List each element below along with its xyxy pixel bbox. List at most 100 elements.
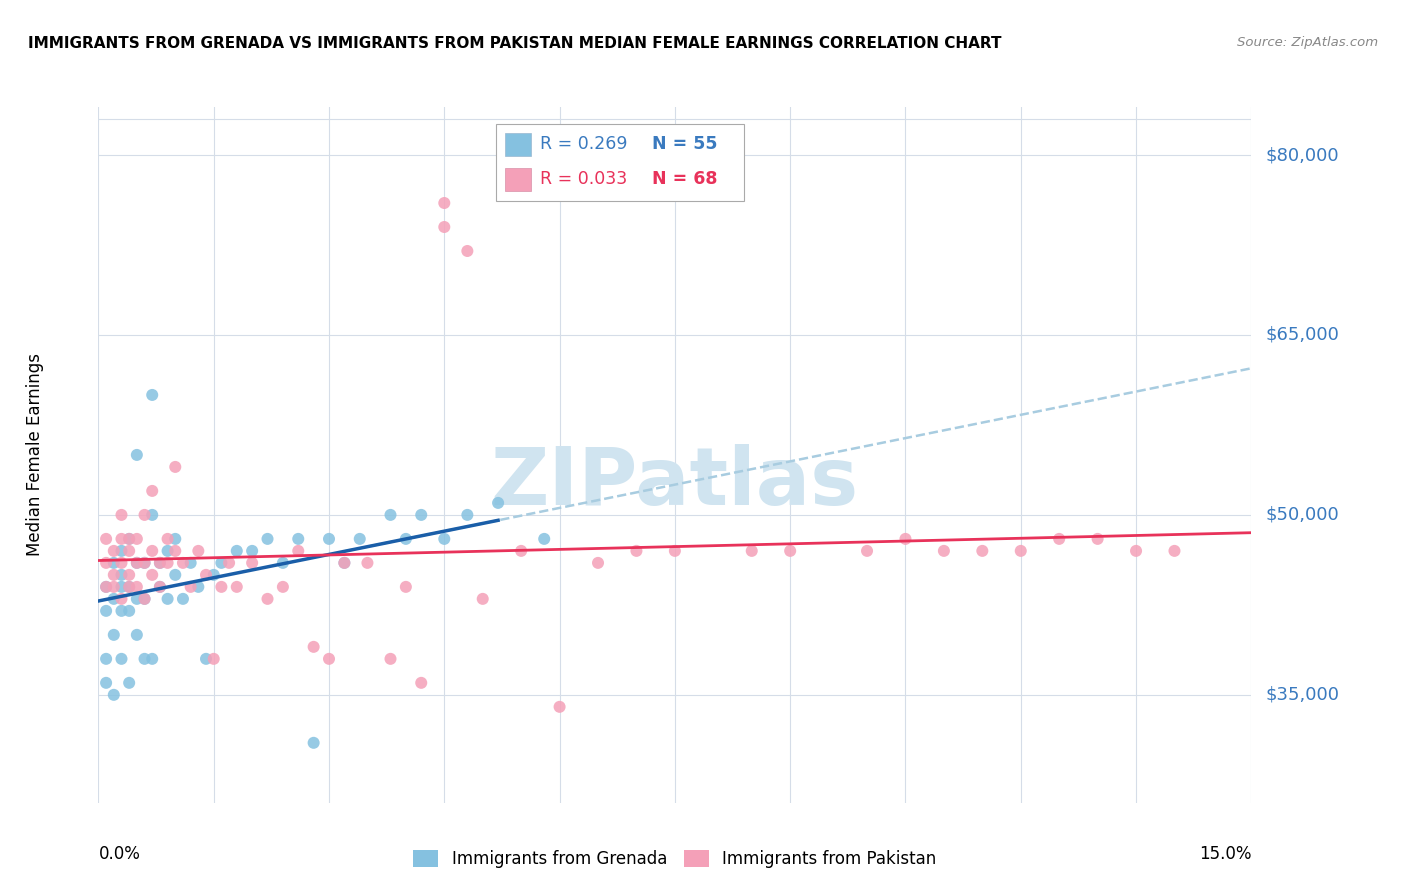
- Point: [103, 580, 125, 594]
- Point: [209, 580, 232, 594]
- Point: [172, 556, 194, 570]
- Point: [103, 567, 125, 582]
- Point: [118, 544, 141, 558]
- Point: [172, 591, 194, 606]
- Point: [202, 567, 225, 582]
- Text: N = 55: N = 55: [652, 135, 717, 153]
- Point: [180, 556, 202, 570]
- Text: $80,000: $80,000: [1265, 146, 1339, 164]
- Point: [433, 219, 456, 234]
- Point: [626, 544, 648, 558]
- Point: [110, 604, 132, 618]
- Point: [110, 580, 132, 594]
- Point: [125, 556, 148, 570]
- Point: [486, 496, 509, 510]
- Point: [118, 676, 141, 690]
- Point: [271, 580, 294, 594]
- Point: [271, 556, 294, 570]
- Point: [118, 567, 141, 582]
- Text: $35,000: $35,000: [1265, 686, 1340, 704]
- Point: [240, 544, 263, 558]
- Point: [165, 567, 187, 582]
- Text: Source: ZipAtlas.com: Source: ZipAtlas.com: [1237, 36, 1378, 49]
- Point: [165, 532, 187, 546]
- Text: R = 0.269: R = 0.269: [540, 135, 627, 153]
- Point: [240, 556, 263, 570]
- Bar: [505, 133, 531, 156]
- Point: [118, 580, 141, 594]
- Text: IMMIGRANTS FROM GRENADA VS IMMIGRANTS FROM PAKISTAN MEDIAN FEMALE EARNINGS CORRE: IMMIGRANTS FROM GRENADA VS IMMIGRANTS FR…: [28, 36, 1001, 51]
- Point: [125, 580, 148, 594]
- Point: [586, 556, 609, 570]
- Point: [149, 580, 172, 594]
- Point: [134, 556, 156, 570]
- Point: [134, 556, 156, 570]
- Point: [149, 580, 172, 594]
- Point: [141, 544, 163, 558]
- Point: [94, 652, 117, 666]
- Point: [110, 556, 132, 570]
- Point: [548, 699, 571, 714]
- Point: [141, 483, 163, 498]
- Point: [125, 556, 148, 570]
- Point: [110, 544, 132, 558]
- Point: [134, 591, 156, 606]
- Point: [318, 532, 340, 546]
- Point: [110, 567, 132, 582]
- Text: $65,000: $65,000: [1265, 326, 1339, 344]
- Point: [1163, 544, 1185, 558]
- Point: [195, 652, 218, 666]
- Point: [411, 676, 433, 690]
- Text: Median Female Earnings: Median Female Earnings: [25, 353, 44, 557]
- Point: [1010, 544, 1032, 558]
- Point: [110, 652, 132, 666]
- Point: [165, 459, 187, 474]
- Point: [94, 556, 117, 570]
- Point: [209, 556, 232, 570]
- Point: [894, 532, 917, 546]
- Point: [103, 544, 125, 558]
- Point: [433, 532, 456, 546]
- Point: [118, 532, 141, 546]
- Point: [856, 544, 879, 558]
- Point: [156, 591, 179, 606]
- Point: [165, 544, 187, 558]
- Point: [333, 556, 356, 570]
- Point: [94, 580, 117, 594]
- Point: [141, 388, 163, 402]
- Text: R = 0.033: R = 0.033: [540, 169, 627, 187]
- Text: 15.0%: 15.0%: [1199, 845, 1251, 863]
- Point: [94, 676, 117, 690]
- Point: [141, 652, 163, 666]
- Point: [125, 628, 148, 642]
- Point: [1047, 532, 1070, 546]
- Point: [156, 544, 179, 558]
- Point: [380, 652, 402, 666]
- Point: [225, 580, 247, 594]
- Point: [118, 580, 141, 594]
- Point: [110, 591, 132, 606]
- Point: [202, 652, 225, 666]
- Point: [118, 604, 141, 618]
- Point: [287, 532, 309, 546]
- Point: [395, 580, 418, 594]
- Point: [134, 508, 156, 522]
- Point: [103, 628, 125, 642]
- Point: [664, 544, 686, 558]
- Point: [141, 508, 163, 522]
- Point: [94, 604, 117, 618]
- Point: [134, 652, 156, 666]
- Point: [779, 544, 801, 558]
- Point: [932, 544, 955, 558]
- Point: [318, 652, 340, 666]
- Point: [156, 532, 179, 546]
- Point: [456, 244, 478, 258]
- Legend: Immigrants from Grenada, Immigrants from Pakistan: Immigrants from Grenada, Immigrants from…: [406, 843, 943, 874]
- Point: [256, 532, 278, 546]
- Point: [395, 532, 418, 546]
- Point: [141, 567, 163, 582]
- Point: [256, 591, 278, 606]
- Point: [302, 736, 325, 750]
- Point: [349, 532, 371, 546]
- Point: [972, 544, 994, 558]
